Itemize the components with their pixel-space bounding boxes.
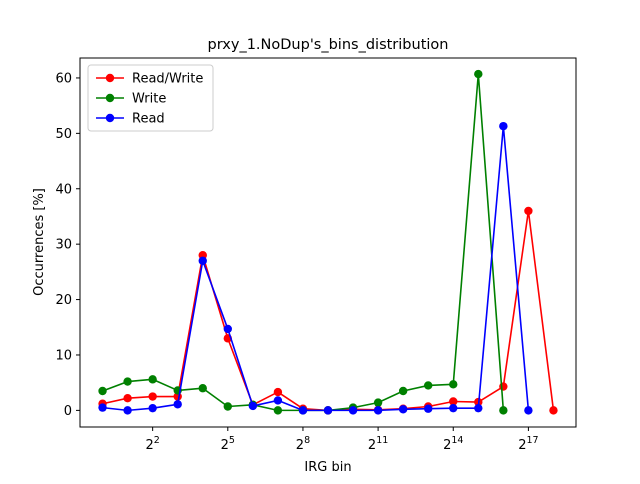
data-point	[474, 69, 483, 79]
data-point	[449, 397, 458, 406]
x-tick-label: 22	[145, 435, 159, 453]
data-point	[373, 406, 383, 415]
data-point	[449, 403, 458, 413]
data-point	[524, 406, 533, 415]
data-point	[499, 406, 508, 415]
data-point	[424, 404, 433, 413]
y-tick-label: 40	[55, 182, 72, 197]
data-point	[223, 324, 232, 334]
legend-marker	[105, 93, 115, 103]
data-point	[398, 386, 408, 396]
legend-marker	[105, 73, 115, 83]
data-point	[123, 406, 132, 415]
data-point	[98, 403, 107, 412]
legend-label: Read	[132, 112, 165, 127]
y-tick-label: 0	[64, 404, 72, 419]
data-point	[449, 380, 458, 389]
legend-box	[87, 64, 214, 132]
legend-marker	[105, 113, 115, 123]
data-point	[223, 402, 232, 411]
data-point	[424, 381, 433, 390]
x-tick-label: 25	[221, 435, 235, 453]
x-tick-label: 28	[296, 435, 310, 453]
data-point	[348, 406, 358, 415]
data-point	[148, 375, 157, 384]
y-axis: 0 10 20 30 40 50 60	[55, 71, 80, 419]
data-point	[148, 392, 157, 401]
data-point	[98, 386, 107, 396]
legend-item: Read/Write	[96, 72, 203, 87]
x-axis-title: IRG bin	[304, 460, 351, 475]
data-point	[198, 384, 207, 393]
data-point	[549, 406, 558, 415]
legend: Read/Write Write Read	[87, 64, 214, 132]
plot-frame	[79, 57, 577, 428]
data-point	[474, 403, 483, 413]
data-point	[499, 121, 508, 131]
x-tick-label: 211	[368, 435, 388, 453]
data-point	[273, 406, 283, 415]
y-tick-label: 50	[55, 127, 72, 142]
data-point	[148, 403, 157, 413]
legend-label: Read/Write	[132, 72, 203, 87]
x-axis: 22 25 28 211 214 217	[145, 427, 539, 453]
data-point	[524, 206, 533, 216]
chart-title: prxy_1.NoDup's_bins_distribution	[208, 37, 449, 53]
data-point	[499, 382, 508, 391]
data-point	[398, 405, 408, 414]
series-layer	[98, 69, 558, 415]
legend-label: Write	[132, 92, 166, 107]
data-point	[248, 401, 258, 411]
data-point	[273, 387, 283, 397]
data-point	[123, 393, 132, 403]
x-tick-label: 217	[518, 435, 538, 453]
data-point	[298, 406, 308, 415]
data-point	[273, 396, 283, 405]
y-tick-label: 20	[55, 293, 72, 308]
series-2	[98, 121, 533, 415]
legend-item: Write	[96, 92, 166, 107]
data-point	[173, 400, 182, 409]
data-point	[198, 256, 207, 265]
legend-item: Read	[96, 112, 165, 127]
y-axis-title: Occurrences [%]	[32, 188, 47, 296]
data-point	[123, 377, 132, 386]
data-point	[323, 406, 333, 415]
y-tick-label: 60	[55, 71, 72, 86]
y-tick-label: 30	[55, 238, 72, 253]
x-tick-label: 214	[443, 435, 463, 453]
data-point	[373, 398, 383, 407]
y-tick-label: 10	[55, 348, 72, 363]
